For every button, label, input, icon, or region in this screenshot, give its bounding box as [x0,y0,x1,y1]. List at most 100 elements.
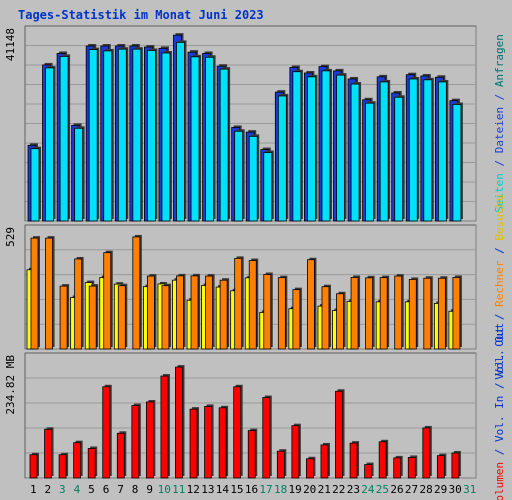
bar-dateien-day-9 [146,48,158,222]
bar-fill [87,448,96,479]
bar-fill [59,285,68,350]
bar-fill [321,70,331,222]
bar-volumen-day-30 [451,450,461,479]
bar-fill [175,366,183,479]
bar-rechner-day-11 [176,273,186,350]
x-tick-day-30: 30 [449,483,462,496]
bar-rechner-day-10 [161,283,171,350]
x-tick-day-11: 11 [172,483,185,496]
bar-rechner-day-27 [408,277,419,350]
bar-fill [116,432,125,479]
bar-rechner-day-5 [88,284,99,350]
bar-fill [408,78,418,222]
bar-rechner-day-13 [205,274,215,350]
bar-dateien-day-7 [117,47,129,222]
bar-fill [336,74,345,222]
legend-part-1: / [493,307,506,327]
bar-fill [132,236,141,350]
bar-volumen-day-19 [291,423,301,479]
bar-fill [436,455,445,479]
bar-fill [291,425,300,479]
bar-fill [59,56,69,222]
bar-volumen-day-16 [247,428,258,479]
bar-dateien-day-26 [394,95,405,222]
x-tick-day-12: 12 [187,483,200,496]
x-tick-day-16: 16 [245,483,258,496]
bar-fill [74,127,84,222]
bar-fill [277,277,286,350]
bar-fill [451,452,460,479]
bar-volumen-day-11 [175,365,185,479]
bar-fill [292,71,302,222]
x-tick-day-9: 9 [146,483,153,496]
bar-fill [219,279,228,350]
bar-dateien-day-5 [88,47,100,222]
bar-fill [131,405,140,479]
legend-part-1: / [493,153,506,173]
x-tick-day-13: 13 [201,483,214,496]
bar-fill [335,390,343,479]
bar-fill [306,458,314,479]
bar-fill [365,102,375,222]
bar-dateien-day-20 [307,74,318,222]
bar-fill [276,450,285,479]
legend-part-0: Seiten [493,173,506,213]
bar-fill [350,277,359,350]
x-tick-day-2: 2 [45,483,52,496]
bar-rechner-day-29 [437,276,448,350]
bar-fill [160,375,169,479]
bar-fill [44,428,52,479]
bar-dateien-day-29 [437,79,449,222]
x-tick-day-7: 7 [117,483,124,496]
bar-volumen-day-20 [306,456,316,479]
legend-part-3: / [493,241,506,261]
bar-rechner-day-9 [146,274,157,350]
bar-fill [73,442,82,479]
x-tick-day-23: 23 [347,483,360,496]
x-tick-day-17: 17 [259,483,272,496]
bar-dateien-day-2 [45,65,56,222]
bar-volumen-day-8 [131,403,141,479]
bar-rechner-day-8 [132,234,142,350]
chart-title: Tages-Statistik im Monat Juni 2023 [18,8,264,22]
bar-fill [146,275,155,350]
bar-fill [45,237,53,350]
bar-volumen-day-1 [29,452,39,479]
legend-part-3: / [493,87,506,107]
bar-dateien-day-10 [161,51,172,222]
bar-fill [262,397,271,479]
bar-fill [103,252,112,350]
bar-fill [320,444,329,479]
bar-rechner-day-28 [423,276,433,350]
bar-fill [349,442,358,479]
panel-volume: 234.82 MB Volumen / Vol. In / Vol. Out [4,323,506,500]
bar-fill [189,408,198,479]
bar-fill [30,148,40,222]
bar-volumen-day-2 [44,427,54,479]
x-tick-day-18: 18 [274,483,287,496]
bar-rechner-day-2 [45,236,55,350]
bar-fill [394,275,403,350]
bar-fill [364,464,373,479]
panel-requests-legend: Seiten / Dateien / Anfragen [493,34,506,213]
bar-rechner-day-26 [394,274,404,350]
bar-volumen-day-3 [58,452,69,479]
panel-requests-max-label: 41148 [4,28,17,61]
x-tick-day-5: 5 [88,483,95,496]
bar-rechner-day-6 [103,250,113,350]
x-tick-day-25: 25 [376,483,389,496]
bar-volumen-day-18 [276,449,287,479]
bar-dateien-day-6 [103,48,114,222]
bar-fill [379,81,389,222]
x-tick-day-6: 6 [103,483,110,496]
x-tick-day-24: 24 [361,483,375,496]
bar-fill [204,406,212,479]
bar-volumen-day-21 [320,442,330,479]
bar-fill [422,427,431,479]
bar-fill [74,258,83,350]
bar-dateien-day-21 [321,68,332,222]
bar-fill [307,259,315,350]
panel-volume-legend: Volumen / Vol. In / Vol. Out [493,323,506,500]
bar-fill [394,96,404,222]
bar-volumen-day-27 [407,455,418,479]
